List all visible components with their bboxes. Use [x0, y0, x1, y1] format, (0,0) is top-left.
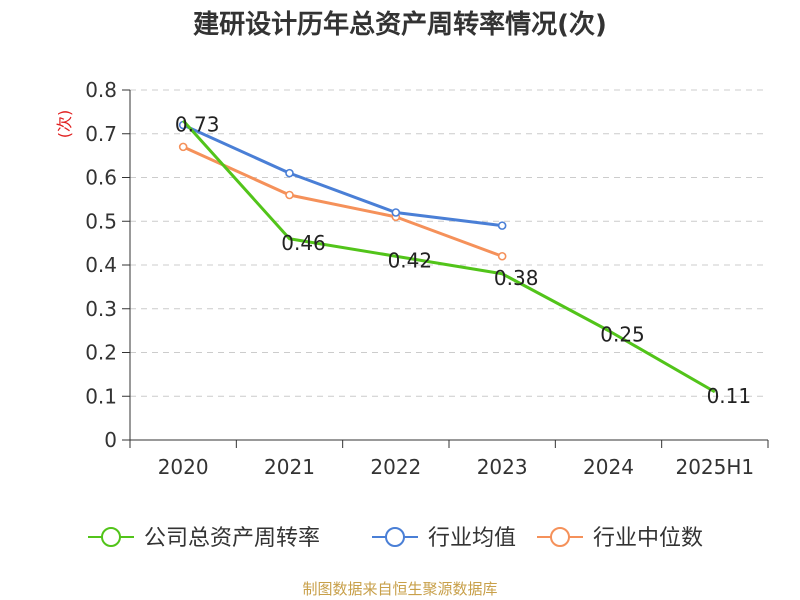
series-layer [178, 119, 716, 394]
x-tick-label: 2025H1 [675, 455, 754, 479]
chart-title: 建研设计历年总资产周转率情况(次) [193, 10, 607, 40]
data-label: 0.25 [600, 323, 645, 347]
y-tick-label: 0.1 [85, 384, 117, 408]
y-tick-label: 0.8 [85, 78, 117, 102]
y-tick-label: 0 [104, 428, 117, 452]
series-point [285, 168, 294, 178]
y-axis-label: (次) [55, 110, 74, 139]
grid-layer [130, 89, 768, 397]
legend-label: 行业中位数 [593, 526, 703, 551]
x-tick-label: 2021 [264, 455, 315, 479]
data-label: 0.42 [388, 248, 433, 272]
legend[interactable]: 公司总资产周转率 行业均值 行业中位数 [88, 526, 703, 551]
x-tick-label: 2024 [583, 455, 634, 479]
x-tick-label: 2020 [158, 455, 209, 479]
series-point [178, 142, 188, 152]
legend-marker [550, 527, 570, 547]
series-point [497, 251, 507, 261]
axis-layer: 0 0.1 0.2 0.3 0.4 0.5 0.6 0.7 0.8 2020 2021 2022 202… [55, 78, 769, 479]
data-label: 0.73 [175, 113, 220, 137]
series-line [182, 123, 503, 228]
y-tick-label: 0.4 [85, 253, 117, 277]
series-point [497, 221, 507, 230]
legend-marker [101, 527, 121, 547]
data-label: 0.38 [494, 266, 539, 290]
y-tick-label: 0.6 [85, 166, 117, 190]
series-line [182, 145, 503, 258]
legend-label: 行业均值 [428, 526, 516, 551]
source-note: 制图数据来自恒生聚源数据库 [302, 580, 498, 598]
series-point [391, 208, 401, 217]
series-line [182, 119, 716, 394]
legend-label: 公司总资产周转率 [144, 526, 320, 551]
x-tick-label: 2022 [370, 455, 421, 479]
y-tick-label: 0.5 [85, 209, 117, 233]
x-tick-label: 2023 [477, 455, 528, 479]
legend-marker [385, 527, 405, 547]
data-label-layer: 0.73 0.46 0.42 0.38 0.25 0.11 [175, 113, 751, 408]
data-label: 0.11 [707, 384, 752, 408]
data-label: 0.46 [281, 231, 326, 255]
series-point [285, 190, 294, 200]
y-tick-label: 0.3 [85, 297, 117, 321]
y-tick-label: 0.7 [85, 122, 117, 146]
y-tick-label: 0.2 [85, 341, 117, 365]
